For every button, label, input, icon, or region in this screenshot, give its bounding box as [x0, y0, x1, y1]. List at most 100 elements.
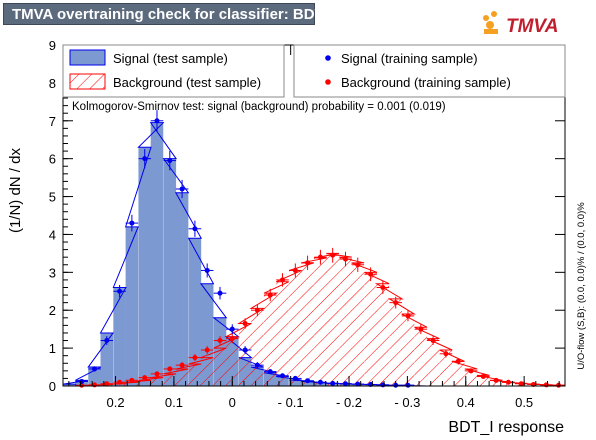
signal-training-point: [305, 378, 311, 384]
logo-bar-icon: [484, 29, 498, 34]
background-test-bar: [150, 377, 164, 386]
background-test-bar: [188, 364, 202, 386]
points-layer: [75, 110, 565, 388]
signal-training-point: [104, 338, 110, 344]
plot-title: TMVA overtraining check for classifier: …: [12, 6, 337, 23]
signal-training-point: [154, 118, 160, 124]
legend-signal-training-marker: [325, 55, 331, 61]
background-training-point: [505, 379, 511, 385]
background-training-point: [330, 252, 336, 258]
plot-title-banner: TMVA overtraining check for classifier: …: [3, 3, 336, 25]
x-tick-label: 0: [229, 395, 236, 410]
background-training-point: [455, 358, 461, 364]
signal-training-point: [142, 156, 148, 162]
background-training-point: [192, 355, 198, 361]
y-tick-label: 8: [49, 76, 56, 91]
y-tick-label: 1: [49, 341, 56, 356]
signal-test-bar: [175, 192, 189, 386]
background-training-point: [368, 271, 374, 277]
signal-training-point: [92, 366, 98, 372]
signal-training-point: [117, 288, 123, 294]
legend-signal-test-label: Signal (test sample): [113, 51, 228, 66]
background-test-bar: [163, 373, 177, 386]
background-test-bar: [263, 293, 277, 386]
legend-box-right: [293, 44, 566, 98]
background-training-point: [229, 336, 235, 342]
background-test-bar: [276, 281, 289, 386]
background-training-point: [129, 377, 135, 383]
legend-background-training-label: Background (training sample): [341, 75, 511, 90]
signal-training-point: [129, 220, 135, 226]
background-training-point: [480, 374, 486, 380]
x-tick-label: - 0.2: [336, 395, 362, 410]
legend-background-training-marker: [325, 79, 331, 85]
background-training-point: [305, 260, 311, 266]
logo-dot-icon: [491, 11, 497, 17]
x-tick-label: - 0.1: [278, 395, 304, 410]
signal-training-point: [317, 379, 323, 385]
background-training-point: [405, 313, 411, 319]
background-test-bar: [351, 262, 365, 386]
y-tick-label: 6: [49, 152, 56, 167]
x-axis-label: BDT_I response: [448, 419, 564, 436]
background-training-point: [418, 326, 424, 332]
y-tick-label: 9: [49, 38, 56, 53]
background-test-bar: [451, 361, 465, 386]
background-training-point: [468, 368, 474, 374]
background-training-point: [204, 347, 210, 353]
y-tick-label: 2: [49, 303, 56, 318]
background-training-point: [92, 382, 98, 388]
y-tick-label: 5: [49, 190, 56, 205]
background-training-point: [142, 375, 148, 381]
legend-signal-test-swatch: [69, 49, 106, 66]
logo-text: TMVA: [506, 16, 558, 37]
background-test-bar: [251, 308, 264, 386]
signal-training-point: [279, 373, 285, 379]
background-test-bar: [213, 348, 227, 386]
background-training-point: [380, 284, 386, 290]
background-training-point: [104, 381, 110, 387]
background-training-point: [443, 351, 449, 357]
background-test-bar: [326, 253, 339, 386]
legend-background-test-label: Background (test sample): [113, 75, 261, 90]
signal-training-point: [167, 158, 173, 164]
tmva-logo: TMVA: [478, 8, 578, 38]
background-test-bar: [200, 357, 214, 386]
background-training-point: [317, 254, 323, 260]
background-test-bar: [301, 262, 314, 386]
signal-test-bar: [113, 287, 126, 386]
signal-training-point: [292, 375, 298, 381]
signal-training-point: [192, 226, 198, 232]
background-training-point: [154, 371, 160, 377]
background-test-bar: [238, 323, 252, 386]
signal-training-point: [380, 382, 386, 388]
background-test-bar: [125, 382, 139, 386]
background-training-point: [556, 382, 562, 388]
background-test-bar: [389, 298, 402, 386]
signal-training-point: [179, 186, 185, 192]
x-tick-label: 0.4: [457, 395, 475, 410]
background-training-point: [179, 362, 185, 368]
background-training-point: [267, 292, 273, 298]
signal-training-point: [405, 382, 411, 388]
background-test-bar: [477, 375, 490, 386]
background-training-point: [430, 338, 436, 344]
background-test-bar: [414, 327, 428, 386]
logo-dot-icon: [486, 21, 494, 29]
signal-test-bar: [138, 147, 151, 386]
signal-test-bar: [163, 158, 177, 386]
signal-training-point: [254, 362, 260, 368]
y-tick-label: 4: [49, 227, 56, 242]
y-tick-label: 0: [49, 379, 56, 394]
background-test-bar: [364, 272, 377, 386]
signal-training-point: [217, 290, 223, 296]
background-training-point: [167, 366, 173, 372]
legend-signal-training-label: Signal (training sample): [341, 51, 478, 66]
background-test-bar: [426, 338, 440, 386]
signal-test-bar: [150, 122, 164, 386]
logo-dot-icon: [483, 15, 489, 21]
signal-test-bar: [63, 384, 76, 386]
background-test-bar: [376, 283, 390, 386]
